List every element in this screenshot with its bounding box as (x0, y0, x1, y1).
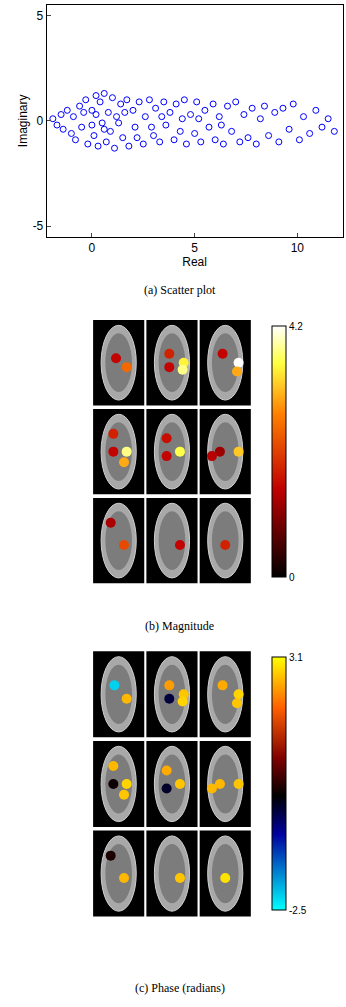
svg-text:0: 0 (37, 114, 44, 128)
svg-text:5: 5 (191, 241, 198, 255)
svg-text:(c) Phase (radians): (c) Phase (radians) (135, 981, 225, 995)
svg-text:0: 0 (89, 241, 96, 255)
svg-text:Real: Real (182, 255, 207, 269)
svg-text:-2.5: -2.5 (289, 905, 307, 916)
svg-text:Imaginary: Imaginary (16, 94, 30, 147)
svg-text:3.1: 3.1 (289, 652, 303, 663)
svg-text:4.2: 4.2 (289, 321, 303, 332)
svg-text:0: 0 (289, 572, 295, 583)
svg-text:5: 5 (37, 9, 44, 23)
svg-text:(a) Scatter plot: (a) Scatter plot (144, 283, 216, 297)
svg-text:10: 10 (291, 241, 305, 255)
svg-text:-5: -5 (33, 219, 44, 233)
svg-text:(b) Magnitude: (b) Magnitude (145, 619, 214, 633)
